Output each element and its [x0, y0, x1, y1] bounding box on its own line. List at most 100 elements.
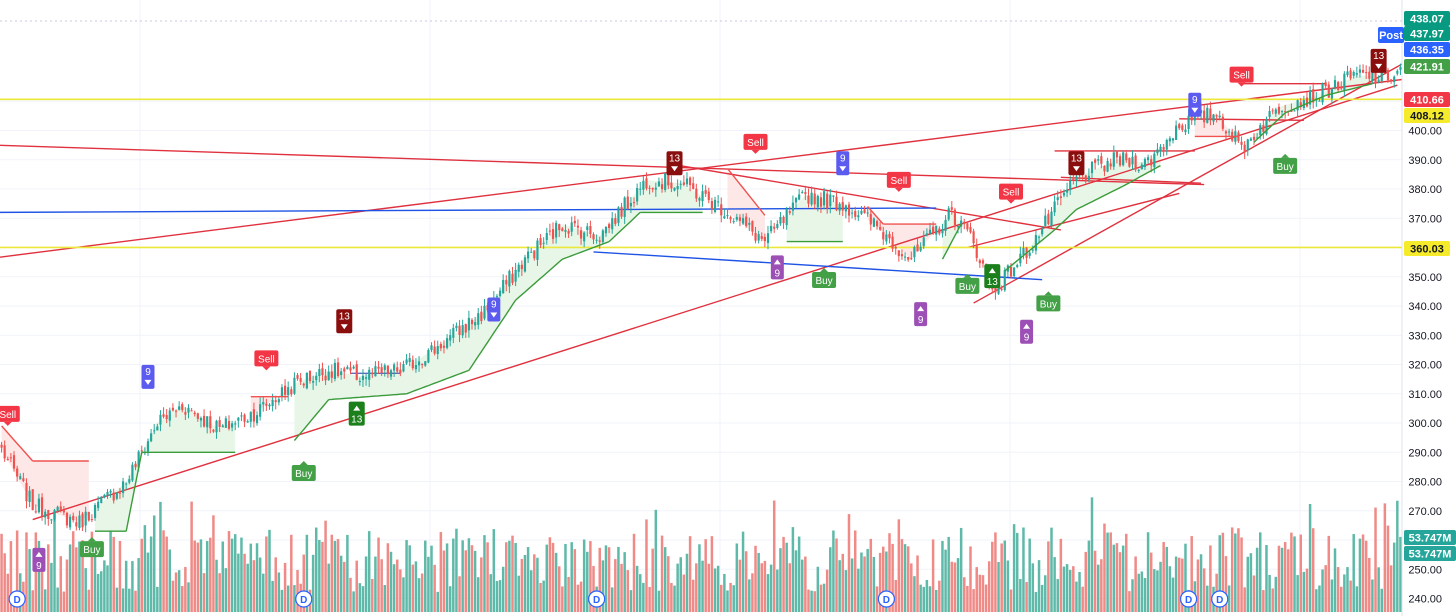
candle-body	[972, 231, 975, 244]
dividend-marker	[8, 590, 26, 608]
candle-body	[1037, 236, 1041, 238]
volume-bar	[729, 582, 732, 612]
volume-bar	[582, 539, 586, 612]
candle-body	[1224, 131, 1228, 134]
volume-bar	[1368, 557, 1371, 612]
trendline[interactable]	[1179, 118, 1304, 121]
count-text: 13	[669, 153, 681, 164]
volume-bar	[314, 527, 318, 612]
candle-body	[1168, 138, 1171, 142]
volume-bar	[470, 545, 474, 612]
candle-body	[34, 511, 37, 513]
candle-body	[467, 317, 470, 331]
candle-body	[62, 510, 65, 513]
volume-bar	[380, 559, 383, 612]
volume-bar	[1003, 540, 1007, 612]
supertrend-segment	[1325, 83, 1373, 97]
candle-body	[626, 196, 629, 209]
volume-bar	[1162, 542, 1165, 612]
candle-body	[174, 410, 178, 412]
volume-bar	[1296, 575, 1299, 612]
volume-bar	[383, 584, 387, 612]
trendline[interactable]	[0, 144, 1205, 186]
volume-bar	[1015, 532, 1019, 612]
volume-bar	[1090, 497, 1094, 612]
candle-body	[299, 377, 302, 382]
candle-body	[907, 257, 910, 260]
volume-bar	[109, 529, 112, 612]
volume-bar	[891, 543, 894, 612]
signal-pointer	[3, 421, 12, 426]
trendline[interactable]	[0, 207, 937, 214]
candle-body	[470, 319, 474, 325]
volume-bar	[766, 574, 770, 612]
volume-bar	[754, 545, 757, 612]
signal-labels: Sell Sell Sell Sell Sell Sell Buy Buy Buy Buy Buy B…	[0, 48, 1387, 572]
candle-body	[975, 244, 978, 258]
candle-body	[978, 260, 981, 264]
candle-body	[1390, 79, 1393, 81]
triangle-down-icon	[1375, 63, 1383, 69]
volume-bar	[367, 531, 371, 612]
candle-body	[153, 430, 156, 432]
candle-body	[548, 230, 551, 232]
volume-bar	[710, 536, 714, 612]
volume-bar	[707, 563, 711, 612]
volume-bar	[106, 565, 109, 612]
candle-body	[81, 513, 84, 528]
volume-bar	[336, 539, 340, 612]
volume-bar	[841, 553, 845, 612]
volume-bar	[230, 538, 234, 612]
volume-bar	[1156, 570, 1159, 612]
volume-bar	[1280, 547, 1284, 612]
candle-body	[234, 423, 237, 425]
sequential-count-label	[32, 547, 46, 572]
volume-bar	[1184, 543, 1187, 612]
signal-text: Sell	[0, 410, 16, 421]
candle-body	[956, 226, 960, 228]
candle-body	[657, 181, 661, 187]
supertrend-fill-area	[562, 224, 610, 260]
volume-bar	[688, 536, 692, 612]
supertrend-fill-area	[141, 405, 236, 453]
trendline[interactable]	[1060, 176, 1202, 184]
supertrend-fill-area	[328, 366, 407, 400]
trendline[interactable]	[671, 163, 1061, 231]
price-tick-label: 250.00	[1408, 564, 1442, 576]
volume-bar	[1221, 532, 1225, 612]
count-text: 13	[987, 277, 999, 288]
volume-bar	[81, 540, 84, 612]
candle-body	[1221, 116, 1224, 129]
trendline[interactable]	[32, 84, 1398, 521]
trendline[interactable]	[967, 192, 1180, 249]
volume-bar	[174, 572, 178, 612]
volume-bar	[1140, 571, 1144, 612]
volume-bar	[1274, 576, 1278, 612]
volume-bar	[464, 550, 468, 612]
volume-bar	[536, 557, 539, 612]
candle-body	[1034, 235, 1038, 251]
price-tick-label: 390.00	[1408, 155, 1442, 167]
price-tick-label: 400.00	[1408, 126, 1442, 138]
candle-body	[1047, 213, 1050, 224]
candle-body	[1087, 175, 1090, 180]
volume-bar	[364, 556, 368, 612]
volume-bar	[959, 527, 963, 612]
volume-bar	[1271, 588, 1274, 612]
volume-bar	[112, 536, 115, 612]
volume-bar	[283, 562, 287, 612]
candle-body	[268, 404, 271, 407]
volume-bar	[1128, 591, 1131, 612]
candle-body	[1016, 265, 1019, 267]
trendlines[interactable]	[0, 63, 1404, 521]
supertrend-segment	[608, 211, 641, 243]
candle-body	[1240, 141, 1243, 145]
candle-body	[567, 230, 570, 234]
candle-body	[1256, 137, 1259, 139]
candle-body	[966, 223, 969, 230]
volume-bar	[598, 547, 601, 612]
candle-body	[763, 236, 766, 242]
supertrend-fill-area	[1076, 159, 1124, 210]
